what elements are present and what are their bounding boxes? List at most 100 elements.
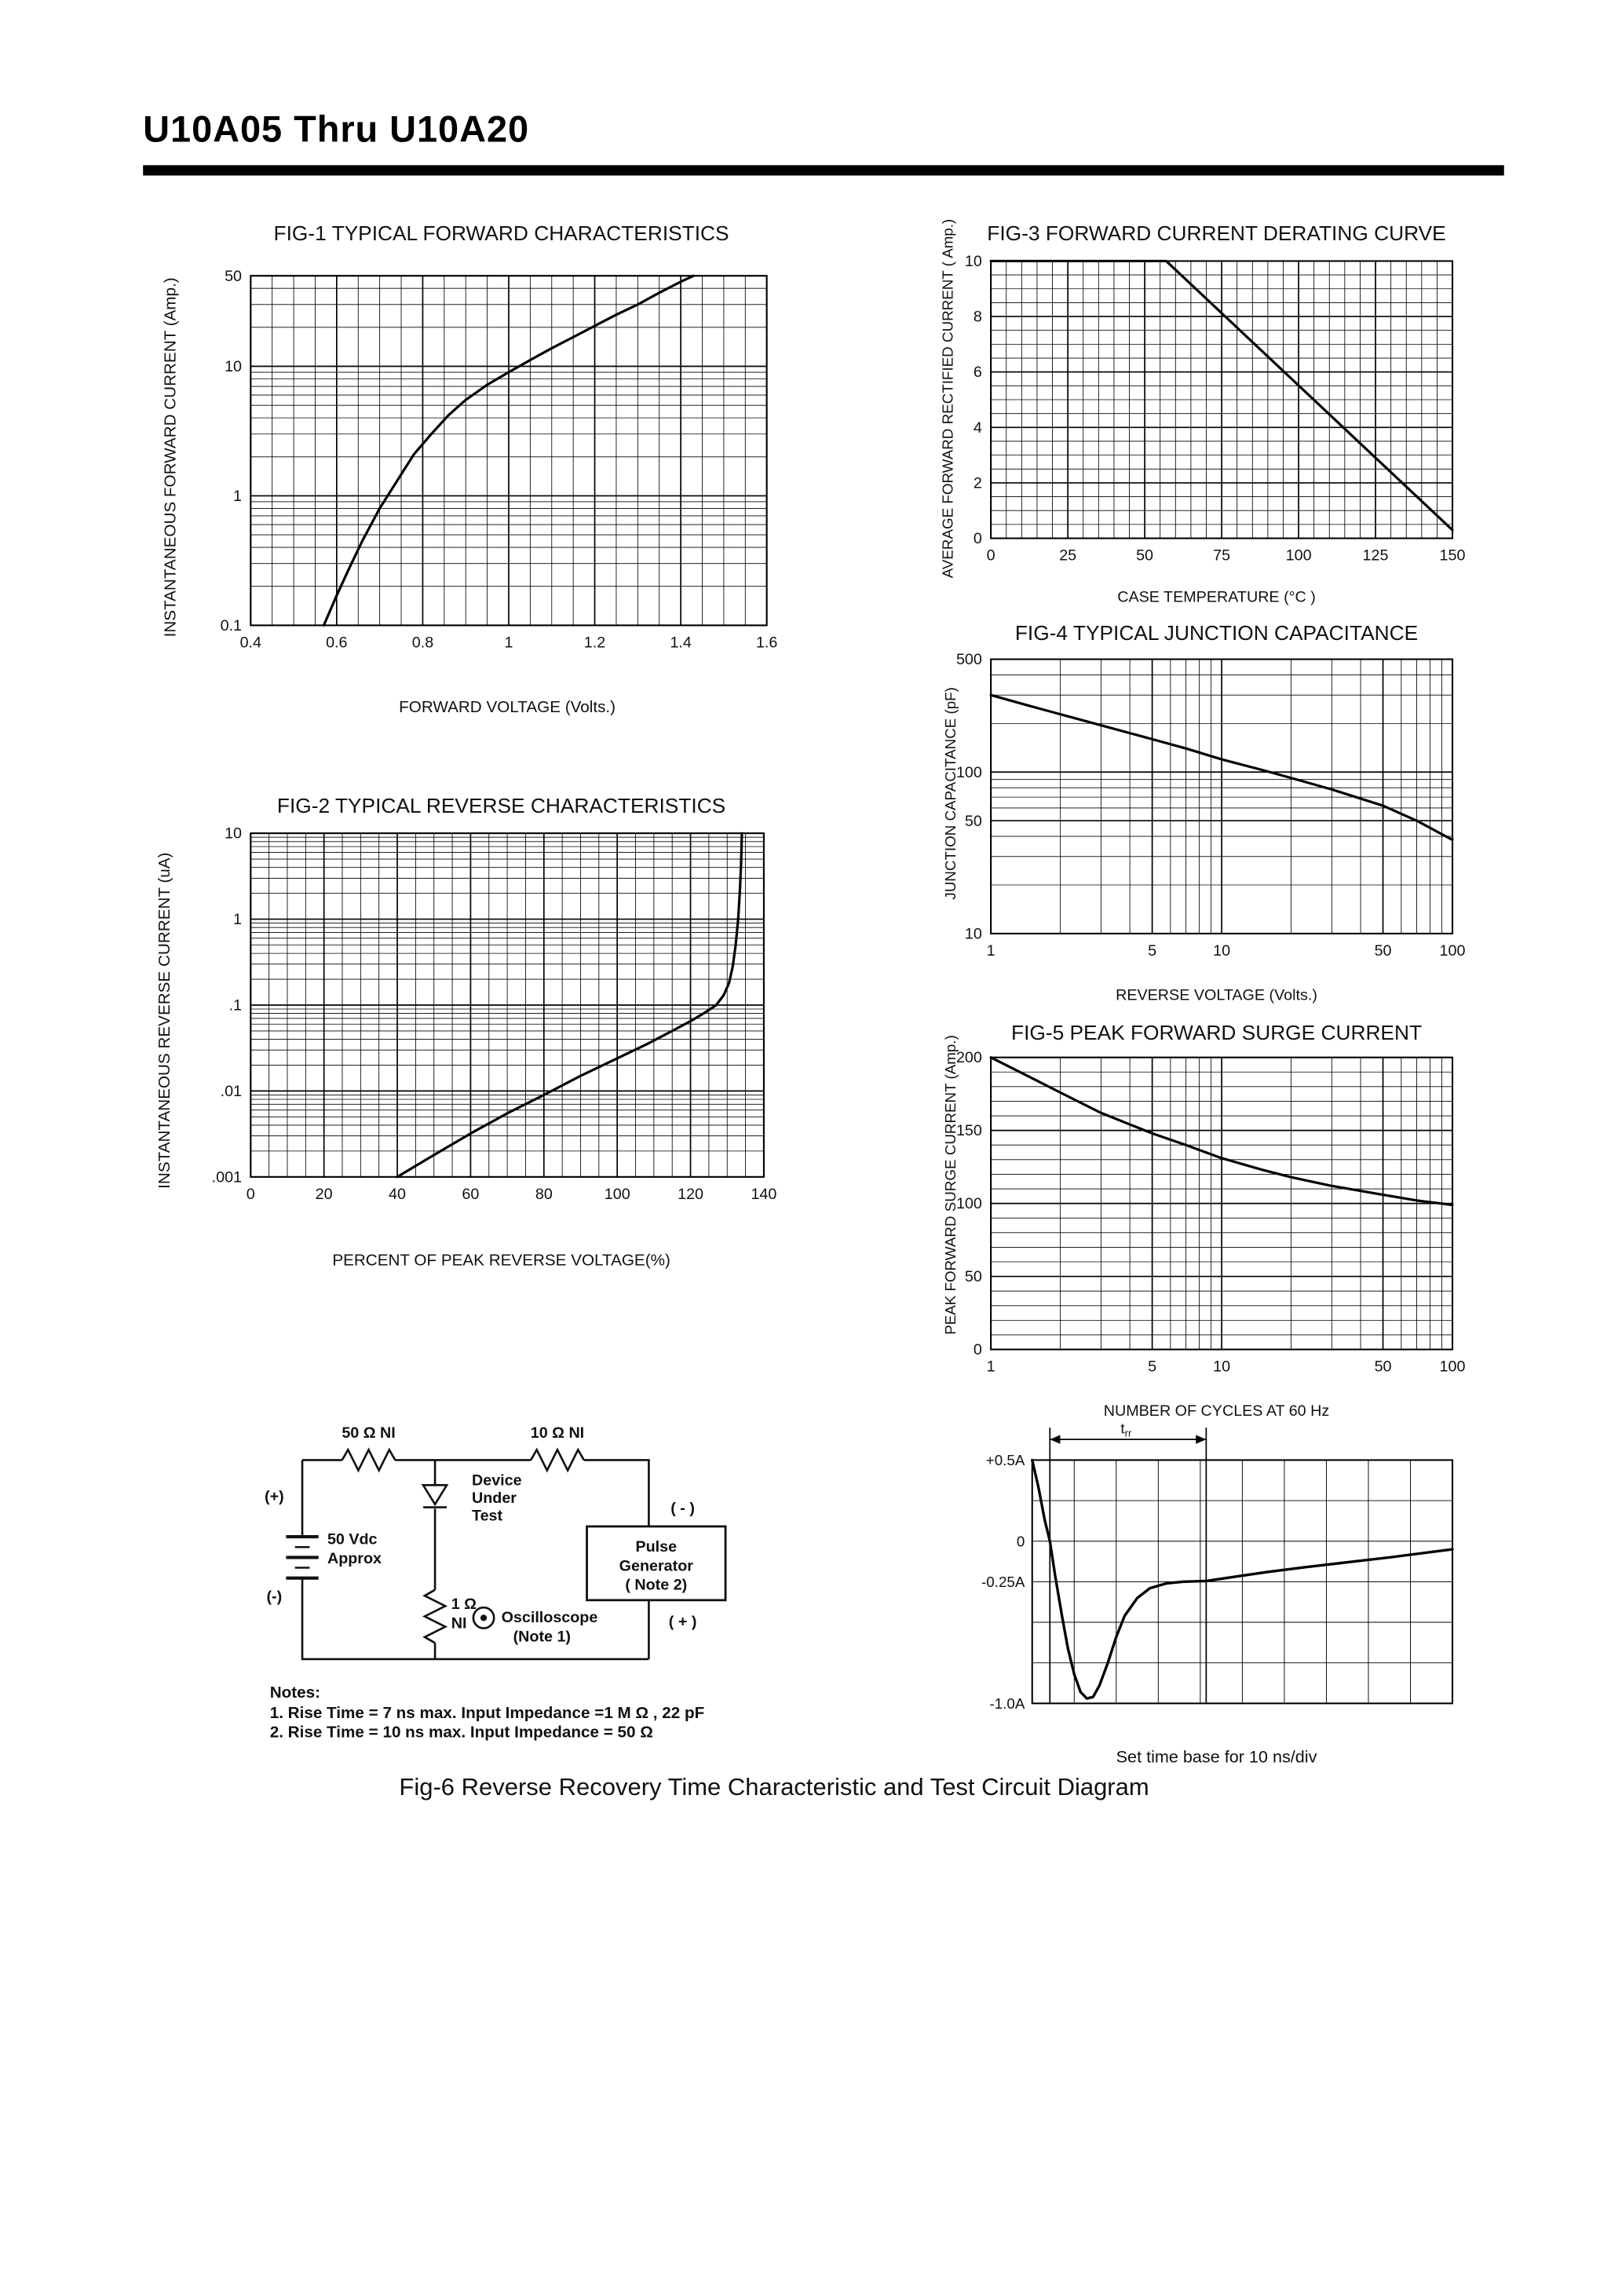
arrow-right-icon — [1196, 1435, 1207, 1444]
resistor-50ohm — [341, 1447, 396, 1473]
fig4-ylabel: JUNCTION CAPACITANCE (pF) — [944, 687, 960, 900]
fig3-title: FIG-3 FORWARD CURRENT DERATING CURVE — [987, 221, 1446, 245]
pulse-generator-box — [586, 1525, 727, 1602]
y-tick-label: -1.0A — [989, 1695, 1025, 1712]
y-tick-label: 0 — [1017, 1533, 1025, 1549]
x-tick-label: 0.6 — [326, 634, 347, 652]
y-tick-label: -0.25A — [981, 1574, 1025, 1590]
x-tick-label: 1 — [987, 942, 995, 960]
battery-value-line2: Approx — [327, 1550, 382, 1567]
x-tick-label: 100 — [605, 1186, 630, 1203]
x-tick-label: 100 — [1440, 1358, 1466, 1376]
x-tick-label: 5 — [1148, 942, 1156, 960]
pulse-plus-label: ( + ) — [669, 1614, 697, 1631]
x-tick-label: 40 — [389, 1186, 406, 1203]
scope-label-line1: Oscilloscope — [502, 1609, 598, 1626]
y-tick-label: 1 — [233, 911, 242, 928]
fig4-svg: 1 5 10 50 100 500 100 50 10 — [956, 651, 1466, 960]
r2-label: 10 Ω NI — [531, 1424, 584, 1442]
y-tick-label: 6 — [974, 364, 982, 381]
trr-label: trr — [1120, 1420, 1132, 1439]
x-tick-label: 140 — [751, 1186, 776, 1203]
pulse-gen-line1: Pulse — [635, 1538, 677, 1556]
fig5-title: FIG-5 PEAK FORWARD SURGE CURRENT — [1011, 1020, 1423, 1044]
x-tick-label: 1.6 — [756, 634, 777, 652]
x-tick-label: 10 — [1213, 942, 1230, 960]
title-rule — [143, 165, 1504, 176]
plot-frame — [250, 832, 765, 1178]
x-tick-label: 20 — [316, 1186, 333, 1203]
fig2-svg: 0 20 40 60 80 100 120 140 10 1 .1 .01 .001 — [212, 825, 777, 1203]
y-tick-label: 50 — [965, 1268, 982, 1285]
r3-label-line1: 1 Ω — [451, 1596, 477, 1613]
pulse-gen-line3: ( Note 2) — [625, 1577, 687, 1594]
x-tick-label: 1 — [987, 1358, 995, 1376]
x-tick-label: 100 — [1440, 942, 1466, 960]
battery-value-line1: 50 Vdc — [327, 1530, 378, 1548]
y-tick-label: 50 — [965, 813, 982, 830]
arrow-left-icon — [1050, 1435, 1061, 1444]
fig4-xlabel: REVERSE VOLTAGE (Volts.) — [1116, 986, 1317, 1005]
oscilloscope-icon — [472, 1606, 495, 1629]
fig1-title: FIG-1 TYPICAL FORWARD CHARACTERISTICS — [273, 221, 729, 245]
plot-frame — [250, 275, 768, 627]
x-tick-label: 10 — [1213, 1358, 1230, 1376]
x-tick-label: 0 — [247, 1186, 255, 1203]
x-tick-label: 80 — [535, 1186, 553, 1203]
x-tick-label: 0.8 — [412, 634, 433, 652]
plot-frame — [990, 260, 1454, 539]
y-tick-label: .1 — [229, 997, 242, 1015]
y-tick-label: 150 — [956, 1122, 982, 1139]
note-line-2: 2. Rise Time = 10 ns max. Input Impedanc… — [269, 1724, 653, 1742]
fig2-xlabel: PERCENT OF PEAK REVERSE VOLTAGE(%) — [332, 1252, 670, 1270]
fig5-xlabel: NUMBER OF CYCLES AT 60 Hz — [1103, 1402, 1330, 1420]
fig4-curve — [989, 693, 1454, 842]
dut-label-line2: Under — [472, 1490, 517, 1507]
recovery-curve — [1031, 1458, 1454, 1700]
fig1-xlabel: FORWARD VOLTAGE (Volts.) — [399, 699, 616, 717]
y-tick-label: 8 — [974, 309, 982, 326]
note-line-1: 1. Rise Time = 7 ns max. Input Impedance… — [269, 1704, 705, 1722]
y-tick-label: 500 — [956, 651, 982, 668]
x-tick-label: 150 — [1440, 547, 1466, 565]
fig6-wave-svg: +0.5A 0 -0.25A -1.0A trr — [981, 1420, 1454, 1712]
dut-label-line3: Test — [472, 1507, 503, 1524]
r3-label-line2: NI — [451, 1615, 467, 1632]
fig3-ylabel: AVERAGE FORWARD RECTIFIED CURRENT ( Amp.… — [941, 218, 957, 579]
y-tick-label: .01 — [221, 1083, 242, 1100]
pulse-minus-label: ( - ) — [670, 1500, 695, 1517]
y-tick-label: 10 — [965, 253, 982, 270]
circuit-labels: 50 Ω NI 10 Ω NI (+) (-) 50 Vdc Approx De… — [265, 1424, 696, 1645]
y-tick-label: 10 — [225, 358, 242, 375]
x-tick-label: 100 — [1286, 547, 1312, 565]
fig5-svg: 1 5 10 50 100 0 50 100 150 200 — [956, 1049, 1466, 1376]
y-tick-label: .001 — [212, 1168, 242, 1186]
page-title: U10A05 Thru U10A20 — [143, 108, 530, 151]
y-tick-label: 2 — [974, 474, 982, 492]
x-tick-label: 60 — [462, 1186, 479, 1203]
y-tick-label: 10 — [225, 825, 242, 843]
y-tick-label: +0.5A — [986, 1452, 1025, 1468]
resistor-10ohm — [530, 1447, 585, 1473]
x-tick-label: 125 — [1363, 547, 1389, 565]
resistor-1ohm — [422, 1589, 448, 1644]
x-tick-label: 75 — [1213, 547, 1230, 565]
fig6-timebase-note: Set time base for 10 ns/div — [1116, 1749, 1317, 1768]
y-tick-label: 10 — [965, 925, 982, 942]
y-tick-label: 100 — [956, 1195, 982, 1212]
x-tick-label: 50 — [1136, 547, 1153, 565]
battery-minus-label: (-) — [266, 1589, 282, 1606]
x-tick-label: 1.4 — [670, 634, 691, 652]
x-tick-label: 120 — [678, 1186, 703, 1203]
x-tick-label: 1.2 — [584, 634, 605, 652]
circuit-wires — [301, 1447, 650, 1661]
fig1-curve — [322, 274, 696, 627]
plot-frame — [1031, 1459, 1454, 1705]
fig2-ylabel: INSTANTANEOUS REVERSE CURRENT (uA) — [156, 852, 174, 1189]
r1-label: 50 Ω NI — [342, 1424, 395, 1442]
fig3-xlabel: CASE TEMPERATURE (°C ) — [1117, 588, 1316, 606]
pulse-gen-line2: Generator — [619, 1557, 694, 1574]
x-tick-label: 0 — [987, 547, 995, 565]
